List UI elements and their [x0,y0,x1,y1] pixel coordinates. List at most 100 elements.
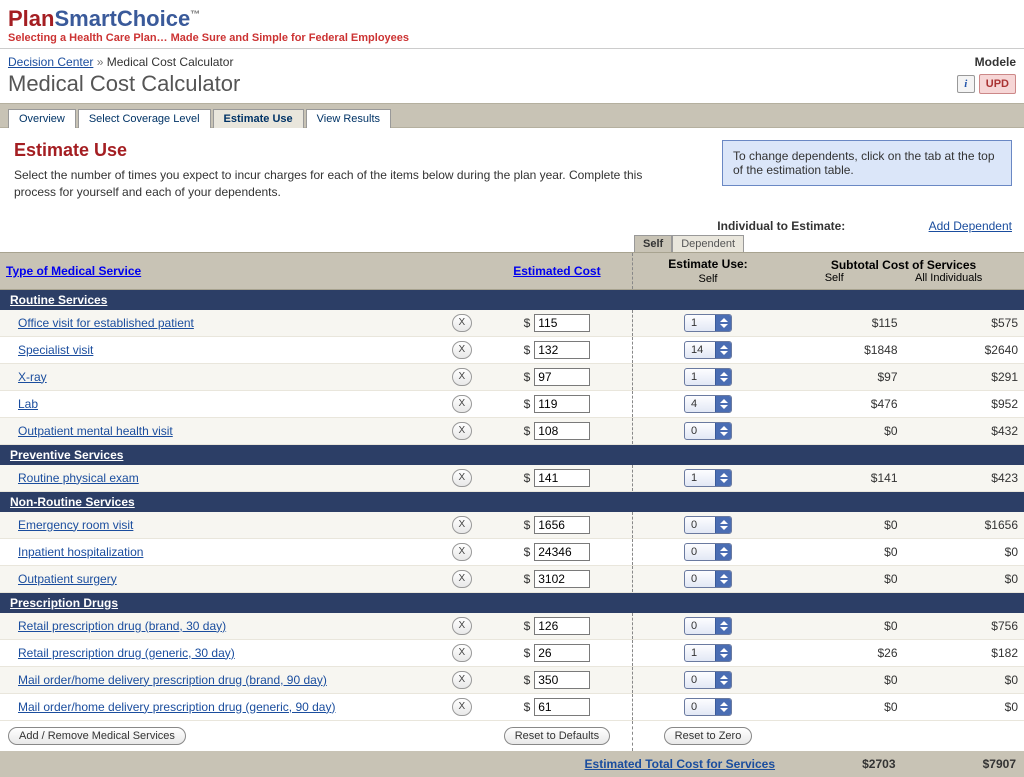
quantity-stepper[interactable]: 0 [684,516,732,534]
individual-label: Individual to Estimate: [717,219,845,233]
service-link[interactable]: Outpatient mental health visit [18,424,173,438]
service-link[interactable]: Retail prescription drug (generic, 30 da… [18,646,235,660]
dollar-sign: $ [524,673,531,687]
section-text: Select the number of times you expect to… [14,167,654,201]
cost-input[interactable] [534,422,590,440]
remove-button[interactable]: X [452,671,472,689]
service-link[interactable]: Retail prescription drug (brand, 30 day) [18,619,226,633]
service-link[interactable]: X-ray [18,370,47,384]
cost-input[interactable] [534,395,590,413]
quantity-stepper[interactable]: 4 [684,395,732,413]
tab-select-coverage-level[interactable]: Select Coverage Level [78,109,211,128]
main-tabs: OverviewSelect Coverage LevelEstimate Us… [0,103,1024,128]
service-link[interactable]: Outpatient surgery [18,572,117,586]
dollar-sign: $ [524,343,531,357]
remove-button[interactable]: X [452,341,472,359]
remove-button[interactable]: X [452,570,472,588]
logo-tm: ™ [190,10,200,21]
logo-part1: Plan [8,6,54,31]
tab-overview[interactable]: Overview [8,109,76,128]
remove-button[interactable]: X [452,314,472,332]
cost-input[interactable] [534,671,590,689]
cost-input[interactable] [534,570,590,588]
subtotal-self: $0 [783,512,903,539]
cost-input[interactable] [534,368,590,386]
header-cost[interactable]: Estimated Cost [513,264,600,278]
table-row: Outpatient mental health visitX$0$0$432 [0,417,1024,444]
cost-input[interactable] [534,698,590,716]
remove-button[interactable]: X [452,644,472,662]
logo-part3: Choice [117,6,190,31]
subtotal-self: $476 [783,390,903,417]
breadcrumb-home[interactable]: Decision Center [8,55,93,69]
table-row: Retail prescription drug (brand, 30 day)… [0,613,1024,640]
subtotal-all: $1656 [904,512,1024,539]
table-row: Specialist visitX$14$1848$2640 [0,336,1024,363]
subtotal-self: $0 [783,538,903,565]
quantity-stepper[interactable]: 0 [684,617,732,635]
cost-input[interactable] [534,543,590,561]
remove-button[interactable]: X [452,698,472,716]
breadcrumb-current: Medical Cost Calculator [107,55,234,69]
subtotal-self: $0 [783,417,903,444]
mini-tab-dependent[interactable]: Dependent [672,235,744,252]
page-title: Medical Cost Calculator [8,71,240,97]
cost-input[interactable] [534,469,590,487]
header-service[interactable]: Type of Medical Service [6,264,141,278]
reset-zero-button[interactable]: Reset to Zero [664,727,753,745]
service-link[interactable]: Inpatient hospitalization [18,545,143,559]
service-link[interactable]: Office visit for established patient [18,316,194,330]
remove-button[interactable]: X [452,469,472,487]
logo: PlanSmartChoice™ [8,6,1016,32]
reset-defaults-button[interactable]: Reset to Defaults [504,727,610,745]
service-link[interactable]: Specialist visit [18,343,93,357]
cost-input[interactable] [534,644,590,662]
cost-input[interactable] [534,516,590,534]
remove-button[interactable]: X [452,368,472,386]
tab-estimate-use[interactable]: Estimate Use [213,109,304,128]
remove-button[interactable]: X [452,516,472,534]
subtotal-self: $0 [783,613,903,640]
service-link[interactable]: Routine physical exam [18,471,139,485]
remove-button[interactable]: X [452,395,472,413]
service-link[interactable]: Mail order/home delivery prescription dr… [18,700,335,714]
quantity-stepper[interactable]: 0 [684,671,732,689]
subtotal-all: $0 [904,666,1024,693]
table-row: Inpatient hospitalizationX$0$0$0 [0,538,1024,565]
tab-view-results[interactable]: View Results [306,109,391,128]
subtotal-all: $0 [904,693,1024,720]
dollar-sign: $ [524,397,531,411]
quantity-stepper[interactable]: 0 [684,422,732,440]
service-link[interactable]: Mail order/home delivery prescription dr… [18,673,327,687]
quantity-stepper[interactable]: 1 [684,368,732,386]
quantity-stepper[interactable]: 1 [684,469,732,487]
breadcrumb-sep: » [93,55,106,69]
add-dependent-link[interactable]: Add Dependent [929,219,1012,233]
dollar-sign: $ [524,646,531,660]
subtotal-self: $26 [783,639,903,666]
info-icon[interactable]: i [957,75,975,93]
remove-button[interactable]: X [452,617,472,635]
cost-input[interactable] [534,314,590,332]
mini-tab-self[interactable]: Self [634,235,672,252]
totals-label[interactable]: Estimated Total Cost for Services [585,757,776,771]
quantity-stepper[interactable]: 0 [684,543,732,561]
remove-button[interactable]: X [452,422,472,440]
quantity-stepper[interactable]: 0 [684,698,732,716]
service-link[interactable]: Emergency room visit [18,518,133,532]
quantity-stepper[interactable]: 14 [684,341,732,359]
subtotal-self: $0 [783,565,903,592]
quantity-stepper[interactable]: 1 [684,644,732,662]
header-self: Self [825,272,844,284]
table-row: Routine physical examX$1$141$423 [0,465,1024,492]
section-header: Non-Routine Services [0,491,1024,512]
dollar-sign: $ [524,572,531,586]
update-button[interactable]: UPD [979,74,1016,94]
remove-button[interactable]: X [452,543,472,561]
cost-input[interactable] [534,617,590,635]
quantity-stepper[interactable]: 1 [684,314,732,332]
add-remove-button[interactable]: Add / Remove Medical Services [8,727,186,745]
service-link[interactable]: Lab [18,397,38,411]
cost-input[interactable] [534,341,590,359]
quantity-stepper[interactable]: 0 [684,570,732,588]
